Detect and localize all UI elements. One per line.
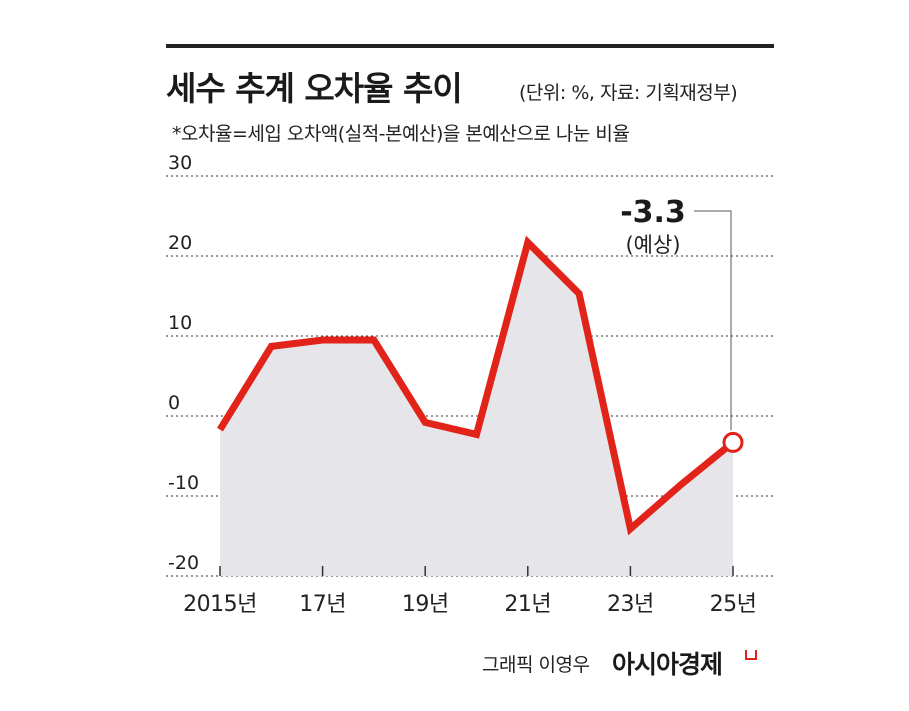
y-tick-label: 20	[168, 232, 192, 254]
x-tick-label: 21년	[504, 592, 551, 617]
footnote: *오차율=세입 오차액(실적-본예산)을 본예산으로 나눈 비율	[172, 123, 630, 145]
y-tick-label: 0	[168, 392, 180, 414]
y-tick-label: -10	[168, 472, 199, 494]
annotation-leader-line	[694, 210, 732, 431]
series-line-path	[217, 235, 736, 536]
x-tick-label: 23년	[607, 592, 654, 617]
chart-title: 세수 추계 오차율 추이	[166, 69, 463, 108]
series-line	[217, 235, 736, 536]
x-tick-label: 25년	[710, 592, 757, 617]
top-rule	[166, 44, 774, 48]
area-shape	[220, 242, 733, 576]
graphic-credit: 그래픽 이영우	[482, 654, 590, 676]
annotation-value: -3.3	[620, 195, 686, 230]
x-axis-ticks: 2015년 17년 19년 21년 23년 25년	[183, 566, 757, 617]
y-tick-label: 10	[168, 312, 192, 334]
brand-logo: 아시아경제	[612, 650, 723, 679]
area-fill	[220, 242, 733, 576]
annotation-sublabel: (예상)	[625, 233, 680, 257]
last-point-marker	[722, 431, 744, 453]
unit-source-label: (단위: %, 자료: 기획재정부)	[519, 82, 738, 104]
y-tick-label: 30	[168, 152, 192, 174]
y-tick-label: -20	[168, 552, 199, 574]
x-tick-label: 2015년	[183, 592, 257, 617]
brand-mark-icon	[745, 650, 757, 660]
x-tick-label: 19년	[402, 592, 449, 617]
annotation: -3.3 (예상)	[620, 195, 744, 453]
x-tick-label: 17년	[299, 592, 346, 617]
y-axis-ticks: 30 20 10 0 -10 -20	[168, 152, 199, 574]
